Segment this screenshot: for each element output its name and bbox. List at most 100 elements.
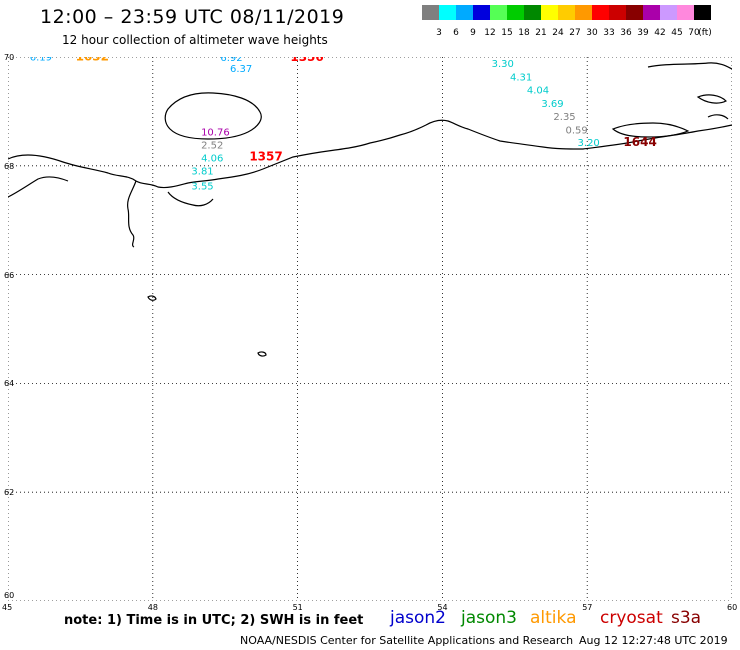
latitude-label: 66 xyxy=(4,270,15,280)
colorbar-swatch-box xyxy=(660,5,677,20)
coastline-mainland xyxy=(8,119,732,189)
colorbar-swatch xyxy=(456,5,473,20)
map-subtitle: 12 hour collection of altimeter wave hei… xyxy=(62,33,328,47)
colorbar-tick-label: 27 xyxy=(569,28,581,38)
satellite-legend-item: cryosat xyxy=(600,608,663,628)
colorbar-swatch-box xyxy=(422,5,439,20)
colorbar-swatch-box xyxy=(609,5,626,20)
pass-time-label: 1356 xyxy=(290,57,323,64)
colorbar-swatch xyxy=(643,5,660,20)
latitude-label: 68 xyxy=(4,161,15,171)
latitude-label: 60 xyxy=(4,591,15,600)
generation-timestamp: Aug 12 12:27:48 UTC 2019 xyxy=(579,634,728,647)
graticule xyxy=(8,57,732,601)
colorbar-tick-label: 21 xyxy=(535,28,547,38)
colorbar-swatch-box xyxy=(694,5,711,20)
island-ne xyxy=(647,62,732,70)
satellite-legend-item: jason2 xyxy=(390,608,446,628)
wave-height-value: 4.31 xyxy=(510,72,532,83)
colorbar-swatch-box xyxy=(524,5,541,20)
longitude-label: 54 xyxy=(437,603,448,612)
wave-height-value: 0.59 xyxy=(565,126,587,137)
colorbar-tick-label: 36 xyxy=(620,28,632,38)
island-ne-2 xyxy=(696,94,728,104)
colorbar-tick-label: 3 xyxy=(436,28,442,38)
observations: 6.19 1632 6.926.37 1356 3.30 4.31 4.04 3.69 2.35… xyxy=(30,57,657,193)
colorbar-swatch-box xyxy=(490,5,507,20)
colorbar-tick-label: 12 xyxy=(484,28,496,38)
colorbar-swatch-box xyxy=(473,5,490,20)
wave-height-value: 3.55 xyxy=(191,182,213,193)
colorbar-tick-label: 15 xyxy=(501,28,513,38)
coastline-peninsula xyxy=(127,180,137,248)
wave-height-value: 2.52 xyxy=(201,140,223,151)
pass-time-label: 1644 xyxy=(623,135,656,149)
colorbar-tick-label: 18 xyxy=(518,28,530,38)
colorbar-swatch xyxy=(422,5,439,20)
wave-height-value: 3.20 xyxy=(578,138,600,149)
colorbar-swatch-box xyxy=(439,5,456,20)
colorbar-swatch xyxy=(592,5,609,20)
map-frame xyxy=(8,57,732,601)
colorbar-tick-label: 24 xyxy=(552,28,564,38)
colorbar-tick-label: 42 xyxy=(654,28,666,38)
wave-height-value: 3.69 xyxy=(541,99,563,110)
colorbar-tick-label: 9 xyxy=(470,28,476,38)
map-title: 12:00 – 23:59 UTC 08/11/2019 xyxy=(40,6,345,28)
colorbar-tick-label: 33 xyxy=(603,28,615,38)
coastline-bay xyxy=(167,191,214,207)
colorbar-swatch xyxy=(660,5,677,20)
satellite-legend-item: altika xyxy=(530,608,577,628)
wave-height-value: 6.37 xyxy=(230,64,252,75)
coastline xyxy=(8,119,732,248)
longitude-label: 57 xyxy=(582,603,593,612)
longitude-label: 45 xyxy=(2,603,13,612)
island-small-2 xyxy=(257,351,267,357)
pass-time-label: 1357 xyxy=(249,149,282,163)
colorbar-swatch-box xyxy=(592,5,609,20)
wave-height-value: 10.76 xyxy=(201,127,230,138)
islands xyxy=(147,62,732,357)
wave-height-value: 4.04 xyxy=(527,85,549,96)
colorbar-tick-label: 45 xyxy=(671,28,683,38)
colorbar-legend: 3 6 9 12 15 18 21 24 27 30 33 36 39 42 45 70 (ft) xyxy=(422,5,712,38)
coastline-west xyxy=(8,176,69,198)
latitude-label: 64 xyxy=(4,379,15,389)
map-canvas: 6.19 1632 6.926.37 1356 3.30 4.31 4.04 3.69 2.35… xyxy=(8,57,732,601)
colorbar-swatch-box xyxy=(677,5,694,20)
satellite-legend-item: s3a xyxy=(671,608,702,628)
colorbar-swatch xyxy=(507,5,524,20)
colorbar-swatch-box xyxy=(507,5,524,20)
longitude-label: 51 xyxy=(292,603,303,612)
colorbar-swatch xyxy=(439,5,456,20)
colorbar-tick-label: 39 xyxy=(637,28,649,38)
colorbar-swatch xyxy=(558,5,575,20)
colorbar-swatch xyxy=(575,5,592,20)
colorbar-tick-label: 6 xyxy=(453,28,459,38)
colorbar-swatch-box xyxy=(643,5,660,20)
colorbar-swatch-box xyxy=(456,5,473,20)
island-vaygach xyxy=(611,122,690,138)
longitude-label: 48 xyxy=(147,603,158,612)
satellite-legend-item: jason3 xyxy=(461,608,517,628)
colorbar-tick-label: 70 xyxy=(688,28,700,38)
wave-height-value: 3.81 xyxy=(191,167,213,178)
island-small-1 xyxy=(147,295,157,301)
footer-note: note: 1) Time is in UTC; 2) SWH is in fe… xyxy=(64,613,364,628)
wave-height-value: 2.35 xyxy=(553,112,575,123)
credit-text: NOAA/NESDIS Center for Satellite Applica… xyxy=(240,634,574,647)
colorbar-tick-label: 30 xyxy=(586,28,598,38)
longitude-label: 60 xyxy=(727,603,738,612)
colorbar-swatch xyxy=(694,5,711,20)
colorbar-swatch xyxy=(609,5,626,20)
colorbar-swatch xyxy=(490,5,507,20)
colorbar-swatch-box xyxy=(558,5,575,20)
colorbar-unit-label: (ft) xyxy=(698,28,712,38)
colorbar-swatch-box xyxy=(575,5,592,20)
colorbar-swatch xyxy=(473,5,490,20)
wave-height-value: 4.06 xyxy=(201,153,223,164)
wave-height-value: 6.92 xyxy=(220,57,242,64)
colorbar-swatch xyxy=(626,5,643,20)
colorbar-swatch xyxy=(524,5,541,20)
colorbar-swatch xyxy=(541,5,558,20)
